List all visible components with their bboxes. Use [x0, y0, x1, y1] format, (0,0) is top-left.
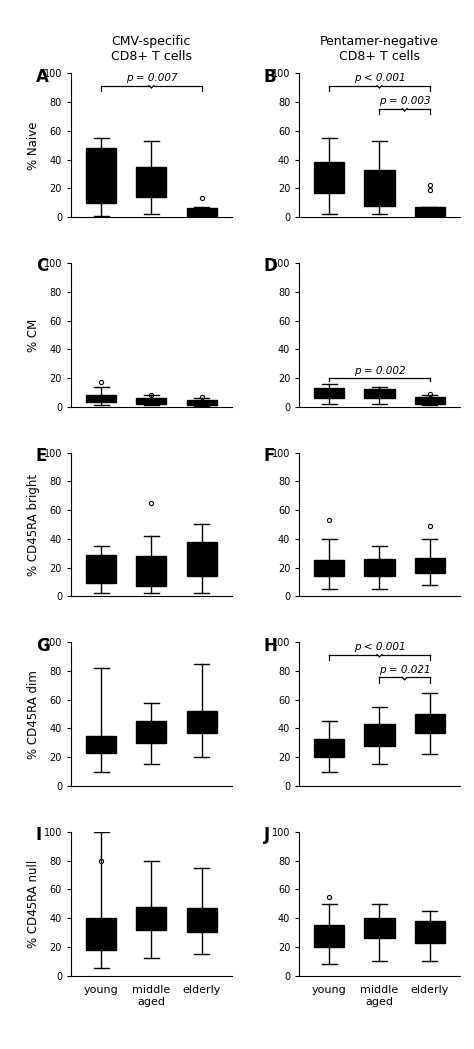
PathPatch shape — [187, 908, 217, 933]
PathPatch shape — [137, 556, 166, 586]
PathPatch shape — [86, 148, 116, 202]
Y-axis label: % CD45RA bright: % CD45RA bright — [27, 473, 39, 576]
Text: p = 0.007: p = 0.007 — [126, 72, 177, 83]
Title: Pentamer-negative
CD8+ T cells: Pentamer-negative CD8+ T cells — [320, 35, 439, 63]
PathPatch shape — [137, 398, 166, 404]
PathPatch shape — [187, 541, 217, 576]
Text: p = 0.002: p = 0.002 — [354, 366, 405, 376]
Text: G: G — [36, 637, 49, 655]
Y-axis label: % CD45RA dim: % CD45RA dim — [27, 669, 39, 758]
PathPatch shape — [314, 560, 344, 576]
Text: J: J — [264, 827, 270, 844]
PathPatch shape — [314, 925, 344, 947]
Text: p = 0.021: p = 0.021 — [379, 665, 430, 675]
PathPatch shape — [314, 388, 344, 398]
PathPatch shape — [137, 167, 166, 197]
PathPatch shape — [365, 918, 394, 938]
PathPatch shape — [365, 170, 394, 206]
PathPatch shape — [365, 559, 394, 576]
Text: p = 0.003: p = 0.003 — [379, 95, 430, 106]
PathPatch shape — [314, 163, 344, 193]
Text: A: A — [36, 68, 49, 86]
PathPatch shape — [415, 921, 445, 943]
Text: B: B — [264, 68, 276, 86]
Title: CMV-specific
CD8+ T cells: CMV-specific CD8+ T cells — [111, 35, 192, 63]
PathPatch shape — [365, 389, 394, 398]
PathPatch shape — [86, 918, 116, 949]
PathPatch shape — [415, 207, 445, 216]
Text: D: D — [264, 257, 278, 275]
Text: p < 0.001: p < 0.001 — [354, 72, 405, 83]
PathPatch shape — [415, 557, 445, 574]
PathPatch shape — [137, 906, 166, 929]
Y-axis label: % CD45RA null: % CD45RA null — [27, 859, 39, 948]
PathPatch shape — [86, 395, 116, 403]
PathPatch shape — [415, 397, 445, 404]
PathPatch shape — [314, 738, 344, 757]
Text: I: I — [36, 827, 42, 844]
Text: E: E — [36, 447, 47, 465]
PathPatch shape — [187, 711, 217, 733]
PathPatch shape — [415, 714, 445, 733]
PathPatch shape — [365, 724, 394, 746]
Text: H: H — [264, 637, 278, 655]
PathPatch shape — [86, 555, 116, 583]
Text: p < 0.001: p < 0.001 — [354, 642, 405, 651]
PathPatch shape — [187, 400, 217, 405]
PathPatch shape — [137, 722, 166, 743]
PathPatch shape — [187, 209, 217, 216]
Text: F: F — [264, 447, 275, 465]
Text: C: C — [36, 257, 48, 275]
Y-axis label: % CM: % CM — [27, 318, 39, 351]
Y-axis label: % Naive: % Naive — [27, 121, 39, 170]
PathPatch shape — [86, 735, 116, 753]
